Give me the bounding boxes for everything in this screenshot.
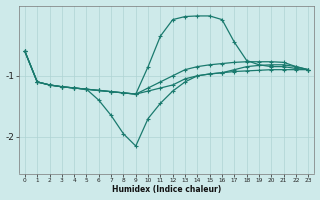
X-axis label: Humidex (Indice chaleur): Humidex (Indice chaleur) [112, 185, 221, 194]
